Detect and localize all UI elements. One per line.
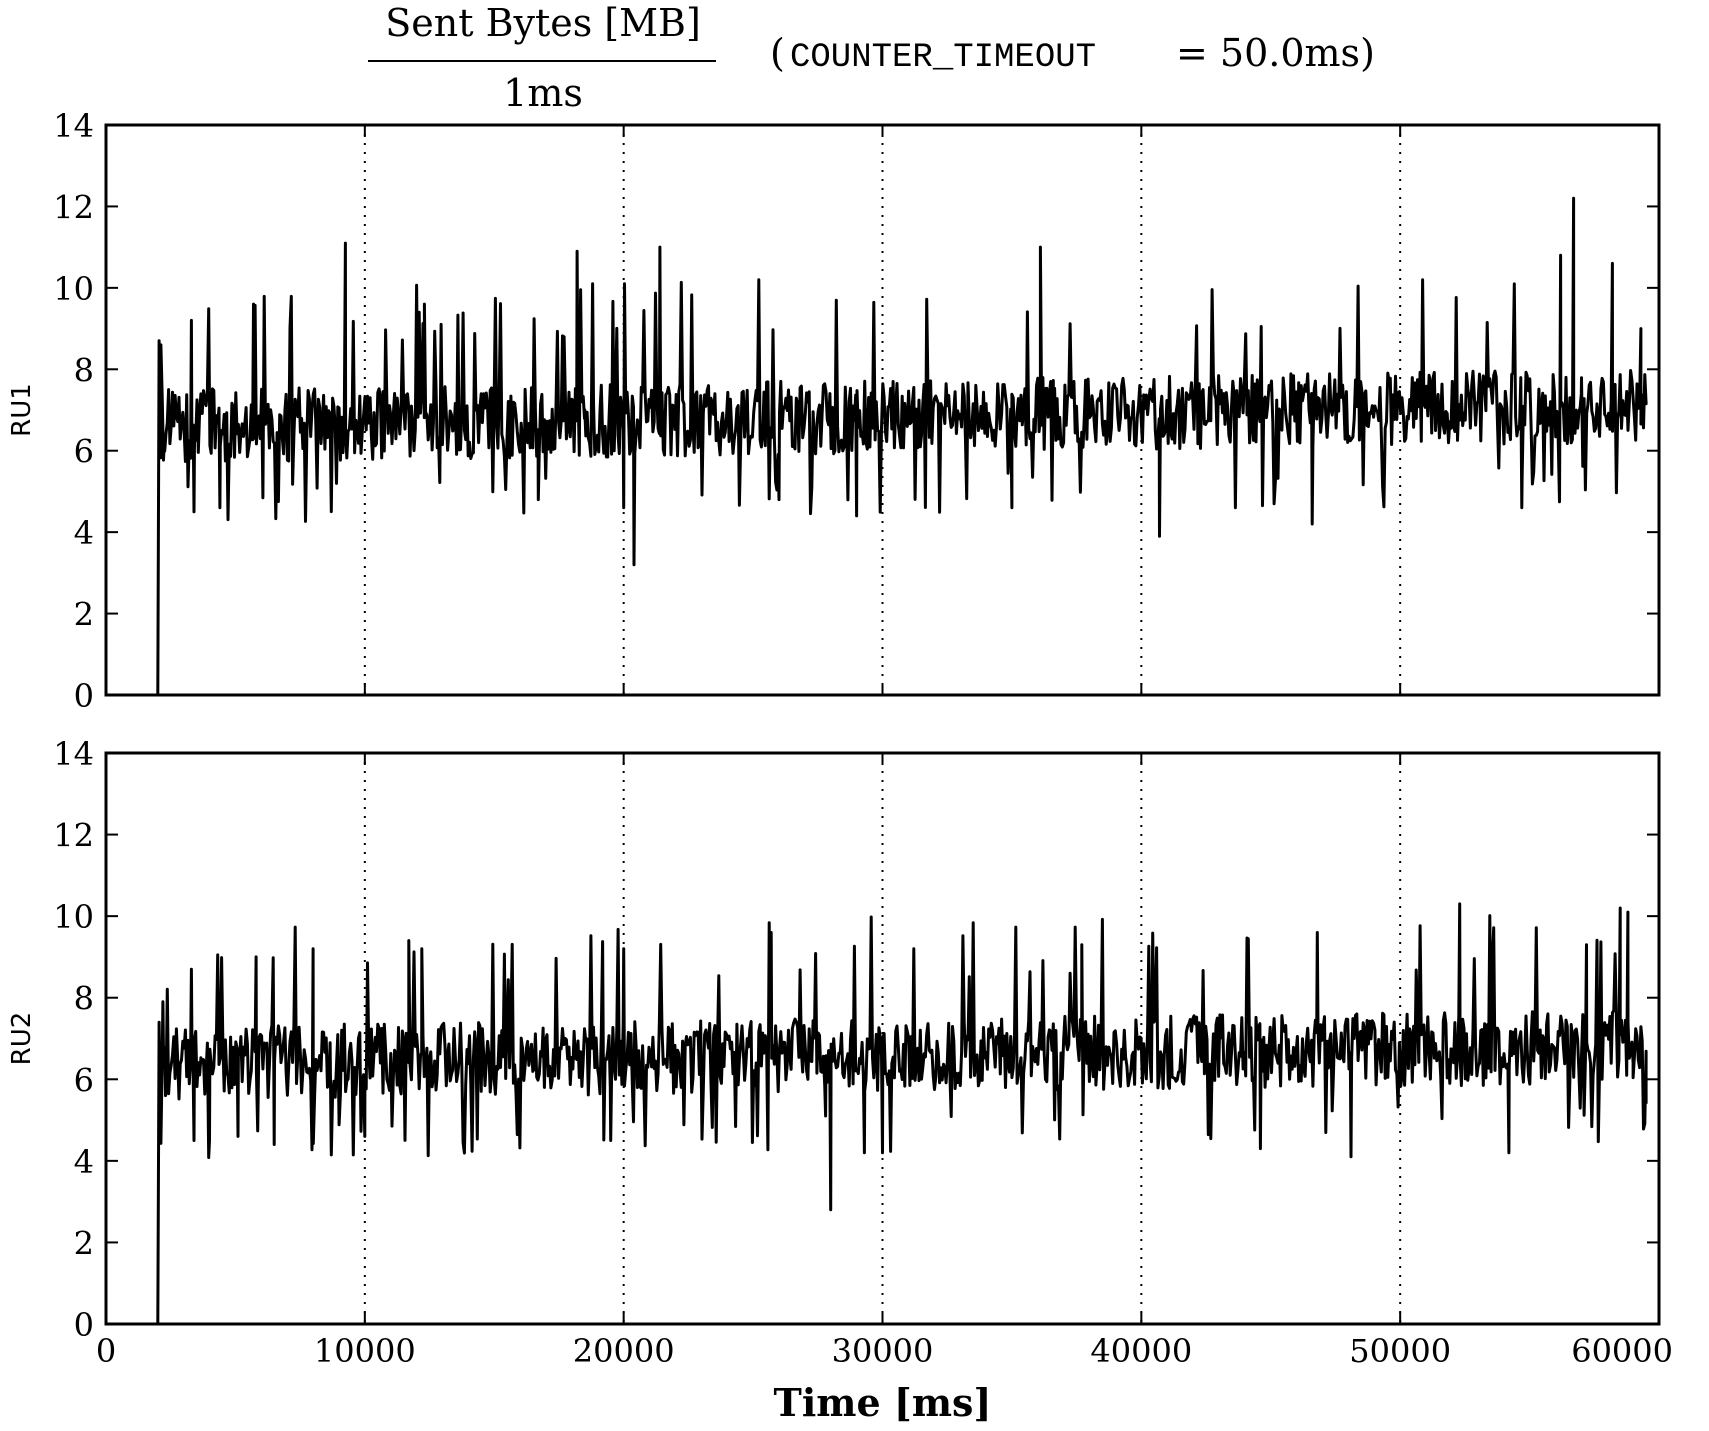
y-tick-label: 2: [74, 596, 94, 634]
x-ticks: [105, 125, 1660, 695]
y-tick-label: 8: [74, 980, 94, 1018]
panel-ru2: 0 2 4 6 8 10 12 14 0 10000 20000 30000 40000 50000 60…: [7, 735, 1673, 1425]
x-tick-label: 60000: [1571, 1332, 1673, 1370]
x-tick-label: 40000: [1090, 1332, 1192, 1370]
y-tick-label: 6: [74, 1061, 94, 1099]
y-tick-label: 8: [74, 351, 94, 389]
y-tick-label: 10: [53, 898, 94, 936]
y-tick-label: 4: [74, 514, 94, 552]
x-tick-label: 10000: [314, 1332, 416, 1370]
figure-title: Sent Bytes [MB] 1ms ( COUNTER_TIMEOUT = …: [368, 1, 1375, 115]
x-tick-label: 30000: [832, 1332, 934, 1370]
panel-ru1: 0 2 4 6 8 10 12 14 RU1: [7, 107, 1661, 715]
y-tick-label: 14: [53, 735, 94, 773]
x-axis-label: Time [ms]: [774, 1380, 992, 1425]
series-line-ru2: [156, 902, 1648, 1325]
series-line-ru1: [156, 196, 1648, 696]
y-axis-label-ru1: RU1: [7, 383, 37, 437]
y-tick-label: 0: [74, 1306, 94, 1344]
x-tick-label: 50000: [1349, 1332, 1451, 1370]
y-ticks: 0 2 4 6 8 10 12 14: [53, 107, 1659, 715]
title-denominator: 1ms: [503, 71, 583, 115]
y-tick-label: 10: [53, 270, 94, 308]
x-tick-label: 20000: [573, 1332, 675, 1370]
y-tick-label: 6: [74, 433, 94, 471]
y-tick-label: 14: [53, 107, 94, 145]
y-tick-label: 2: [74, 1224, 94, 1262]
x-tick-label: 0: [96, 1332, 116, 1370]
y-axis-label-ru2: RU2: [7, 1012, 37, 1066]
y-ticks: 0 2 4 6 8 10 12 14: [53, 735, 1659, 1344]
title-param-name: COUNTER_TIMEOUT: [790, 39, 1096, 77]
y-tick-label: 12: [53, 188, 94, 226]
y-tick-label: 12: [53, 817, 94, 855]
title-numerator: Sent Bytes [MB]: [385, 1, 701, 45]
title-param-value: = 50.0ms): [1176, 31, 1375, 75]
y-tick-label: 4: [74, 1143, 94, 1181]
x-ticks: 0 10000 20000 30000 40000 50000 60000: [96, 753, 1673, 1370]
y-tick-label: 0: [74, 677, 94, 715]
title-paren: (: [770, 31, 785, 75]
